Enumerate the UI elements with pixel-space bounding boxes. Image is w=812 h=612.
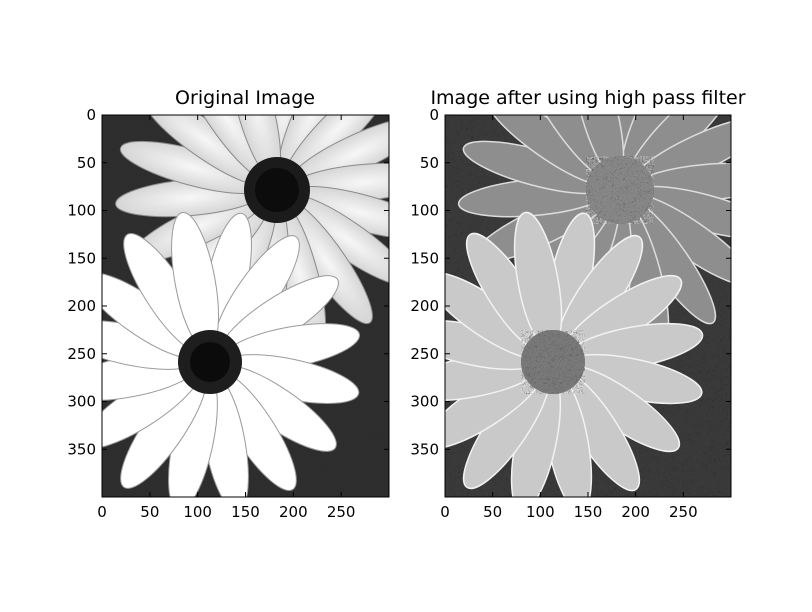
x-tick-label: 250 — [669, 503, 698, 521]
y-tick-label: 150 — [410, 249, 439, 267]
x-tick-label: 50 — [140, 503, 159, 521]
x-tick-label: 150 — [574, 503, 603, 521]
x-tick-label: 150 — [231, 503, 260, 521]
panel-1-title: Original Image — [175, 87, 315, 109]
y-tick-label: 100 — [67, 202, 96, 220]
x-tick-label: 250 — [327, 503, 356, 521]
axis-ticks-2: 0 50 100 150 200 250 0 50 100 150 200 250 300 350 — [410, 106, 731, 521]
filtered-image — [445, 115, 731, 497]
y-tick-label: 350 — [410, 440, 439, 458]
y-tick-label: 250 — [410, 345, 439, 363]
y-tick-label: 150 — [67, 249, 96, 267]
panel-2-title: Image after using high pass filter — [430, 87, 745, 109]
x-tick-label: 50 — [483, 503, 502, 521]
y-tick-label: 50 — [77, 154, 96, 172]
y-tick-label: 300 — [67, 393, 96, 411]
y-tick-label: 200 — [67, 297, 96, 315]
x-tick-label: 200 — [621, 503, 650, 521]
x-tick-label: 0 — [440, 503, 450, 521]
original-image — [102, 115, 389, 497]
panel-filtered: Image after using high pass filter 0 50 10… — [410, 87, 745, 521]
y-tick-label: 50 — [420, 154, 439, 172]
panel-original: Original Image 0 50 100 150 200 250 0 50 100 150 2… — [67, 87, 390, 521]
x-tick-label: 0 — [97, 503, 107, 521]
x-tick-label: 100 — [183, 503, 212, 521]
y-tick-label: 100 — [410, 202, 439, 220]
y-tick-label: 200 — [410, 297, 439, 315]
y-tick-label: 0 — [86, 106, 96, 124]
y-tick-label: 350 — [67, 440, 96, 458]
x-tick-label: 100 — [526, 503, 555, 521]
x-tick-label: 200 — [279, 503, 308, 521]
y-tick-label: 300 — [410, 393, 439, 411]
y-tick-label: 0 — [429, 106, 439, 124]
axis-ticks-1: 0 50 100 150 200 250 0 50 100 150 200 250 300 350 — [67, 106, 389, 521]
y-tick-label: 250 — [67, 345, 96, 363]
